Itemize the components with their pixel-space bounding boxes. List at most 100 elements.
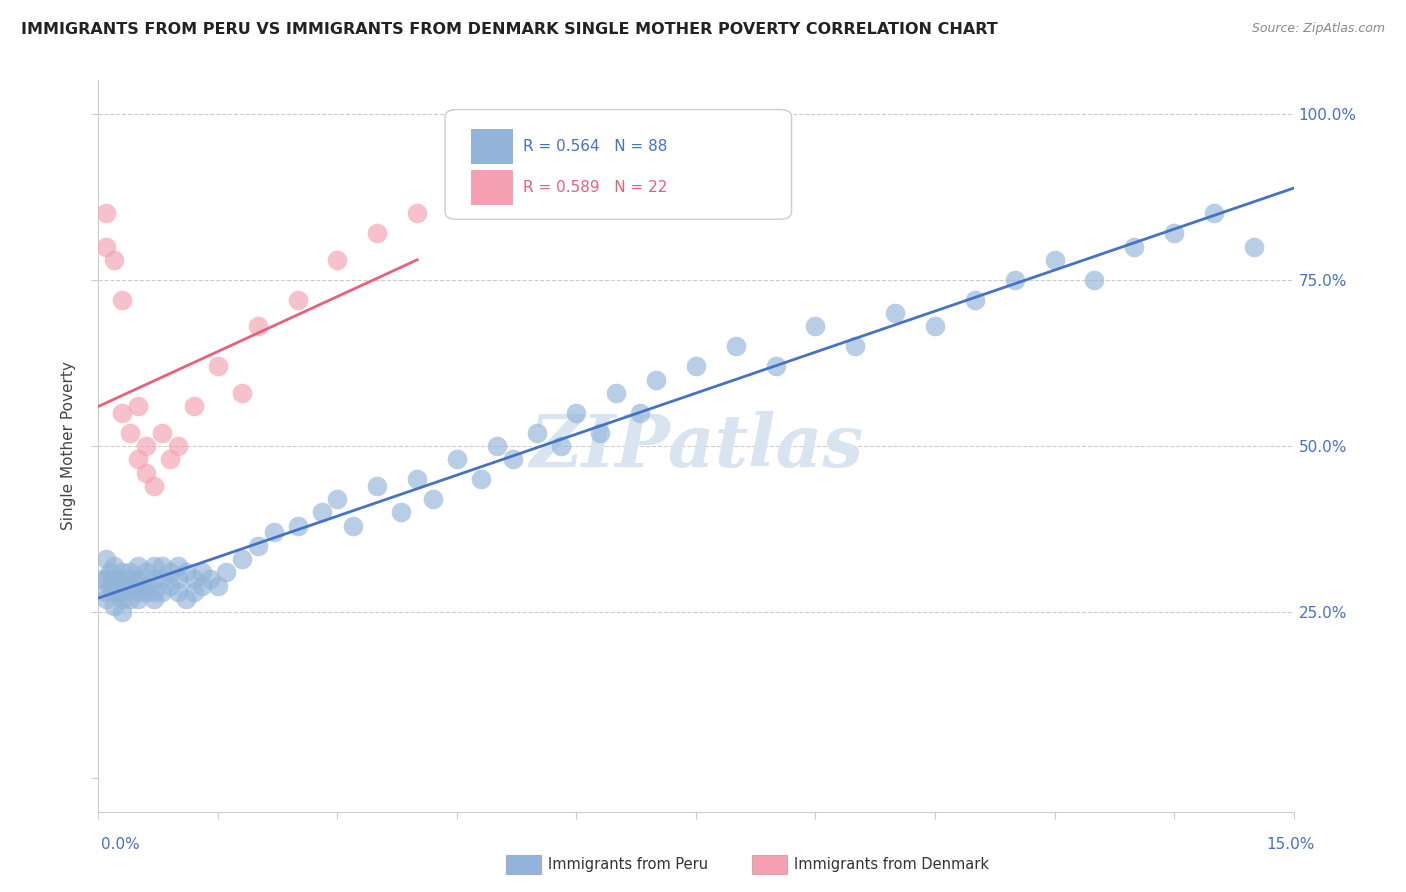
Point — [98, 579, 122, 593]
Point — [844, 339, 866, 353]
Point — [1163, 226, 1185, 240]
Point — [135, 466, 157, 480]
Point — [231, 385, 253, 400]
Text: Source: ZipAtlas.com: Source: ZipAtlas.com — [1251, 22, 1385, 36]
Point — [96, 206, 118, 220]
Point — [120, 566, 142, 580]
Point — [143, 591, 166, 606]
Point — [159, 566, 181, 580]
Point — [111, 591, 134, 606]
Point — [183, 572, 205, 586]
Point — [207, 359, 229, 374]
Point — [1043, 252, 1066, 267]
Point — [159, 579, 181, 593]
Point — [207, 579, 229, 593]
Point — [246, 319, 269, 334]
Point — [127, 452, 149, 467]
Point — [550, 439, 572, 453]
Point — [127, 579, 149, 593]
Text: Immigrants from Denmark: Immigrants from Denmark — [794, 857, 990, 871]
Point — [191, 579, 214, 593]
Point — [287, 293, 309, 307]
Point — [143, 572, 166, 586]
Point — [103, 585, 125, 599]
Text: ZIPatlas: ZIPatlas — [529, 410, 863, 482]
FancyBboxPatch shape — [446, 110, 792, 219]
Point — [127, 585, 149, 599]
Point — [167, 572, 190, 586]
Point — [143, 585, 166, 599]
Point — [406, 472, 429, 486]
Point — [150, 425, 173, 440]
Point — [120, 425, 142, 440]
Y-axis label: Single Mother Poverty: Single Mother Poverty — [60, 361, 76, 531]
Point — [1243, 239, 1265, 253]
Point — [135, 579, 157, 593]
Point — [150, 585, 173, 599]
Point — [107, 572, 129, 586]
FancyBboxPatch shape — [471, 129, 513, 164]
Point — [167, 439, 190, 453]
Point — [605, 385, 627, 400]
Point — [724, 339, 747, 353]
Point — [804, 319, 827, 334]
Point — [685, 359, 707, 374]
Point — [366, 226, 388, 240]
Point — [446, 452, 468, 467]
Point — [103, 572, 125, 586]
Point — [174, 566, 197, 580]
Point — [191, 566, 214, 580]
Point — [127, 399, 149, 413]
Text: 15.0%: 15.0% — [1267, 837, 1315, 852]
Point — [150, 572, 173, 586]
Text: IMMIGRANTS FROM PERU VS IMMIGRANTS FROM DENMARK SINGLE MOTHER POVERTY CORRELATIO: IMMIGRANTS FROM PERU VS IMMIGRANTS FROM … — [21, 22, 998, 37]
FancyBboxPatch shape — [471, 169, 513, 204]
Point — [98, 566, 122, 580]
Point — [103, 558, 125, 573]
Point — [326, 252, 349, 267]
Point — [765, 359, 787, 374]
Point — [311, 506, 333, 520]
Point — [127, 572, 149, 586]
Point — [96, 239, 118, 253]
Point — [143, 479, 166, 493]
Point — [470, 472, 492, 486]
Point — [963, 293, 986, 307]
Point — [150, 558, 173, 573]
Point — [120, 591, 142, 606]
Point — [263, 525, 285, 540]
Point — [135, 439, 157, 453]
Point — [183, 399, 205, 413]
Point — [628, 406, 651, 420]
Point — [91, 572, 114, 586]
Point — [111, 293, 134, 307]
Point — [111, 566, 134, 580]
Point — [167, 558, 190, 573]
Point — [485, 439, 508, 453]
Point — [1083, 273, 1105, 287]
Point — [107, 585, 129, 599]
Point — [326, 492, 349, 507]
Point — [565, 406, 588, 420]
Point — [231, 552, 253, 566]
Point — [103, 599, 125, 613]
Point — [174, 591, 197, 606]
Point — [526, 425, 548, 440]
Point — [1123, 239, 1146, 253]
Point — [924, 319, 946, 334]
Text: 0.0%: 0.0% — [101, 837, 141, 852]
Point — [96, 591, 118, 606]
Point — [135, 566, 157, 580]
Point — [127, 591, 149, 606]
Point — [589, 425, 612, 440]
Point — [389, 506, 412, 520]
Text: R = 0.564   N = 88: R = 0.564 N = 88 — [523, 138, 666, 153]
Point — [406, 206, 429, 220]
Text: R = 0.589   N = 22: R = 0.589 N = 22 — [523, 179, 666, 194]
Point — [143, 558, 166, 573]
Point — [1004, 273, 1026, 287]
Point — [127, 558, 149, 573]
Point — [96, 585, 118, 599]
Point — [120, 572, 142, 586]
Point — [502, 452, 524, 467]
